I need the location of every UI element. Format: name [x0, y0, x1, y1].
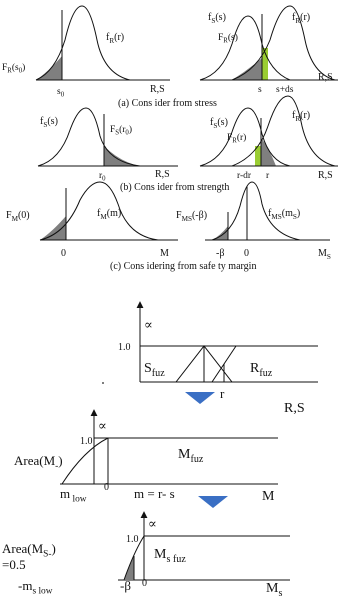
infinity-symbol: ∝ [144, 317, 153, 332]
density-curve [37, 107, 141, 167]
tick-s-ds: s+ds [276, 85, 294, 95]
tick-r: r [266, 171, 270, 181]
axis-label: R,S [318, 170, 333, 181]
fuzzy-chart-1: ∝ 1.0 Sfuz Rfuz s r R,S [118, 301, 318, 416]
down-arrow-2 [198, 496, 228, 508]
down-arrow-1 [185, 392, 215, 404]
one-label: 1.0 [118, 342, 131, 353]
fuzzy-chart-2: ∝ 1.0 Area(M-) Mfuz m low 0 m = r- s M [14, 409, 278, 505]
panel-c-left: FM(0) fM(m) 0 M [6, 181, 178, 259]
curve-r-label: fR(r) [292, 110, 310, 123]
curve-label: fMS(mS) [268, 208, 300, 221]
one-label: 1.0 [126, 534, 139, 545]
curve-label: fR(r) [106, 32, 124, 45]
area-label: FM(0) [6, 210, 30, 223]
m-low-label: m low [60, 486, 87, 505]
curve-label: fS(s) [40, 116, 58, 129]
equation-label: m = r- s [134, 486, 175, 501]
shaded-tail [212, 226, 228, 240]
area-label: FMS(-β) [176, 210, 207, 223]
stray-mark [102, 382, 104, 384]
infinity-symbol: ∝ [98, 418, 107, 433]
area-label: Area(MS-) [2, 541, 56, 560]
tick-s: s [258, 85, 262, 95]
zero-label: 0 [104, 482, 109, 493]
fuzzy-chart-3: ∝ 1.0 Area(MS-) =0.5 Ms fuz -ms low -β 0… [2, 511, 290, 596]
tick-label: s0 [57, 87, 65, 99]
highlight-strip [255, 146, 261, 166]
tick-label: r0 [99, 171, 106, 183]
tick-beta: -β [216, 248, 224, 259]
caption-a: (a) Cons ider from stress [118, 98, 217, 109]
area-label: Area(M-) [14, 453, 63, 472]
half-label: =0.5 [2, 557, 26, 572]
caption-c: (c) Cons idering from safe ty margin [110, 261, 256, 272]
area-label: FS(r0) [110, 124, 132, 137]
curve-r-label: fR(r) [292, 12, 310, 25]
density-curve [35, 5, 131, 81]
m-fuz-label: Mfuz [178, 447, 204, 465]
axis-label: M [262, 489, 275, 504]
shaded-tail [232, 58, 262, 80]
strength-curve [231, 95, 336, 167]
axis-label: MS [318, 248, 331, 261]
shaded-tail [40, 216, 66, 240]
area-label: FR(r) [227, 132, 246, 145]
zero-label: 0 [142, 578, 147, 589]
strength-curve [231, 5, 336, 81]
tick-zero: 0 [244, 248, 249, 259]
m-fuzzy-curve [61, 437, 109, 485]
shaded-tail [104, 146, 140, 166]
panel-b-left: fS(s) FS(r0) r0 R,S [37, 107, 178, 183]
infinity-symbol: ∝ [148, 516, 157, 531]
curve-label: fM(m) [97, 208, 121, 221]
tick-label: 0 [61, 248, 66, 259]
tick-r: r [220, 386, 225, 401]
caption-b: (b) Cons ider from strength [120, 182, 229, 193]
shaded-tail [261, 138, 276, 166]
area-label: FR(s) [218, 32, 238, 45]
axis-label: R,S [155, 169, 170, 180]
ms-low-label: -ms low [18, 578, 53, 596]
tick-r-dr: r-dr [237, 171, 252, 181]
density-curve [39, 181, 159, 241]
panel-a-right: fS(s) fR(r) FR(s) s s+ds R,S [199, 5, 338, 95]
area-label: FR(s0) [2, 62, 25, 75]
axis-label: Ms [266, 581, 282, 596]
panel-c-right: FMS(-β) fMS(mS) -β 0 MS [176, 181, 331, 261]
curve-s-label: fS(s) [210, 117, 228, 130]
panel-a-left: fR(r) FR(s0) s0 R,S [2, 5, 170, 99]
one-label: 1.0 [80, 436, 93, 447]
stress-curve [199, 15, 291, 81]
r-fuz-label: Rfuz [250, 361, 273, 379]
axis-label: R,S [284, 401, 305, 416]
ms-fuzzy-curve [123, 535, 145, 581]
density-curve [211, 181, 301, 241]
curve-s-label: fS(s) [208, 12, 226, 25]
beta-label: -β [120, 578, 131, 593]
highlight-strip [262, 48, 268, 80]
s-fuz-label: Sfuz [144, 361, 165, 379]
axis-label: R,S [150, 84, 165, 95]
panel-b-right: fS(s) fR(r) FR(r) r-dr r R,S [199, 95, 338, 181]
shaded-tail [36, 56, 62, 80]
stress-curve [199, 107, 291, 167]
axis-label: M [160, 248, 169, 259]
ms-fuz-label: Ms fuz [154, 547, 186, 565]
axis-label: R,S [318, 72, 333, 83]
